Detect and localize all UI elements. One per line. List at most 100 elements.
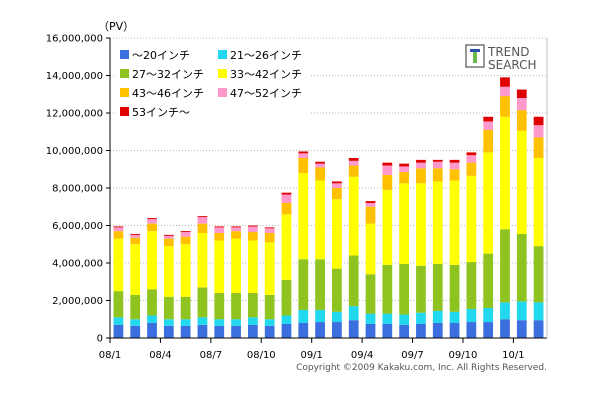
bar-segment-08/7-series-6	[214, 226, 225, 228]
bar-segment-08/5-series-3	[180, 244, 191, 297]
bar-segment-09/8-series-1	[432, 310, 443, 323]
bar-segment-09/9-series-2	[449, 264, 460, 312]
bar-segment-08/10-series-4	[264, 233, 275, 243]
bar-segment-08/4-series-5	[163, 235, 174, 239]
bar-segment-08/2-series-5	[130, 234, 141, 238]
bar-segment-08/9-series-6	[247, 225, 258, 227]
trend-search-logo: TREND SEARCH	[465, 44, 537, 72]
bar-segment-08/2-series-3	[130, 244, 141, 295]
bar-segment-08/1-series-6	[113, 226, 124, 228]
bar-segment-09/7-series-6	[416, 159, 426, 163]
bar-segment-08/2-series-4	[130, 237, 141, 245]
bar-segment-08/9-series-3	[247, 240, 258, 293]
legend-entry: 21～26インチ	[230, 49, 302, 62]
bar-segment-08/3-series-4	[147, 223, 157, 232]
bar-segment-10/2-series-4	[533, 137, 544, 159]
bar-segment-09/6-series-4	[399, 172, 410, 184]
bar-segment-10/1-series-1	[516, 301, 527, 321]
bar-segment-08/9-series-0	[247, 324, 258, 339]
bar-segment-09/1-series-2	[315, 259, 325, 310]
bar-segment-09/7-series-3	[416, 183, 426, 266]
bar-segment-09/5-series-4	[382, 174, 393, 190]
legend-swatch	[120, 50, 129, 59]
bar-segment-08/7-series-2	[214, 293, 225, 320]
x-tick-label: 08/4	[149, 350, 171, 361]
bar-segment-08/5-series-0	[180, 325, 191, 338]
bar-segment-09/4-series-3	[365, 223, 376, 275]
bar-segment-08/8-series-4	[231, 231, 241, 239]
bar-segment-09/9-series-3	[449, 180, 460, 265]
bar-segment-09/11-series-1	[483, 308, 494, 323]
bar-segment-09/9-series-4	[449, 169, 460, 181]
y-tick-label: 2,000,000	[52, 296, 103, 307]
bar-segment-08/5-series-5	[180, 232, 191, 237]
bar-segment-08/8-series-1	[231, 319, 241, 326]
bar-segment-09/1-series-3	[315, 180, 325, 260]
bar-segment-09/12-series-3	[500, 116, 510, 230]
bar-segment-09/4-series-6	[365, 201, 376, 204]
y-tick-label: 16,000,000	[46, 34, 103, 45]
bar-segment-10/1-series-0	[516, 320, 527, 338]
legend-background	[114, 42, 310, 122]
legend-swatch	[120, 88, 129, 97]
legend-swatch	[218, 50, 227, 59]
bar-segment-09/11-series-6	[483, 116, 494, 122]
bar-segment-08/2-series-6	[130, 233, 141, 235]
bar-segment-10/2-series-3	[533, 158, 544, 247]
bar-segment-08/9-series-4	[247, 232, 258, 241]
bar-segment-08/2-series-0	[130, 325, 141, 338]
bar-segment-08/4-series-2	[163, 296, 174, 320]
legend-swatch	[218, 69, 227, 78]
bar-segment-08/9-series-2	[247, 293, 258, 318]
bar-segment-09/10-series-6	[466, 152, 477, 156]
bar-segment-10/2-series-5	[533, 125, 544, 138]
bar-segment-09/11-series-3	[483, 152, 494, 254]
legend-entry: 27～32インチ	[132, 68, 204, 81]
bar-segment-09/8-series-4	[432, 168, 443, 182]
x-axis-ticks: 08/1 08/4 08/7 08/10 09/1 09/4 09/7 09/10 10/1	[99, 338, 525, 361]
bar-segment-08/2-series-2	[130, 294, 141, 320]
bar-segment-08/1-series-4	[113, 231, 124, 239]
unit-label: （PV）	[98, 20, 134, 33]
y-tick-label: 10,000,000	[46, 146, 103, 157]
bar-segment-08/5-series-4	[180, 236, 191, 245]
bar-segment-09/7-series-5	[416, 162, 426, 169]
bar-segment-09/5-series-6	[382, 162, 393, 166]
x-tick-label: 08/10	[247, 350, 276, 361]
bar-segment-09/11-series-4	[483, 129, 494, 153]
legend: ～20インチ 21～26インチ 27～32インチ 33～42インチ 43～46インチ 47…	[114, 42, 310, 122]
bar-segment-09/2-series-6	[332, 181, 342, 184]
bar-segment-09/1-series-5	[315, 163, 325, 168]
bar-segment-08/11-series-5	[281, 194, 292, 203]
bar-segment-10/1-series-4	[516, 110, 527, 131]
y-tick-label: 0	[97, 334, 103, 345]
bar-segment-09/11-series-2	[483, 253, 494, 309]
bar-segment-08/7-series-3	[214, 240, 225, 293]
bar-segment-10/2-series-1	[533, 302, 544, 321]
bar-segment-08/12-series-4	[298, 158, 309, 173]
bar-segment-08/3-series-5	[147, 218, 157, 224]
bar-segment-08/6-series-6	[197, 216, 208, 218]
bar-segment-09/2-series-5	[332, 183, 342, 188]
bar-segment-08/12-series-0	[298, 323, 309, 338]
bar-segment-08/11-series-0	[281, 323, 292, 338]
y-tick-label: 4,000,000	[52, 259, 103, 270]
bar-segment-09/6-series-3	[399, 183, 410, 264]
bar-segment-08/6-series-1	[197, 317, 208, 325]
logo-bar-icon	[470, 49, 480, 52]
bar-segment-09/10-series-4	[466, 162, 477, 176]
bar-segment-10/2-series-2	[533, 246, 544, 303]
bar-segment-08/11-series-6	[281, 192, 292, 195]
bar-segment-08/8-series-0	[231, 325, 241, 338]
x-tick-label: 08/7	[200, 350, 222, 361]
y-axis-ticks: 0 2,000,000 4,000,000 6,000,000 8,000,000 10,…	[46, 34, 110, 345]
bar-segment-08/8-series-3	[231, 238, 241, 294]
logo-line2: SEARCH	[488, 58, 537, 72]
bar-segment-09/10-series-5	[466, 155, 477, 163]
bar-segment-09/9-series-0	[449, 323, 460, 338]
bar-segment-09/9-series-5	[449, 162, 460, 170]
bar-segment-09/8-series-5	[432, 161, 443, 169]
legend-entry: 43～46インチ	[132, 87, 204, 100]
bar-segment-10/1-series-2	[516, 233, 527, 302]
bar-segment-08/9-series-1	[247, 317, 258, 325]
